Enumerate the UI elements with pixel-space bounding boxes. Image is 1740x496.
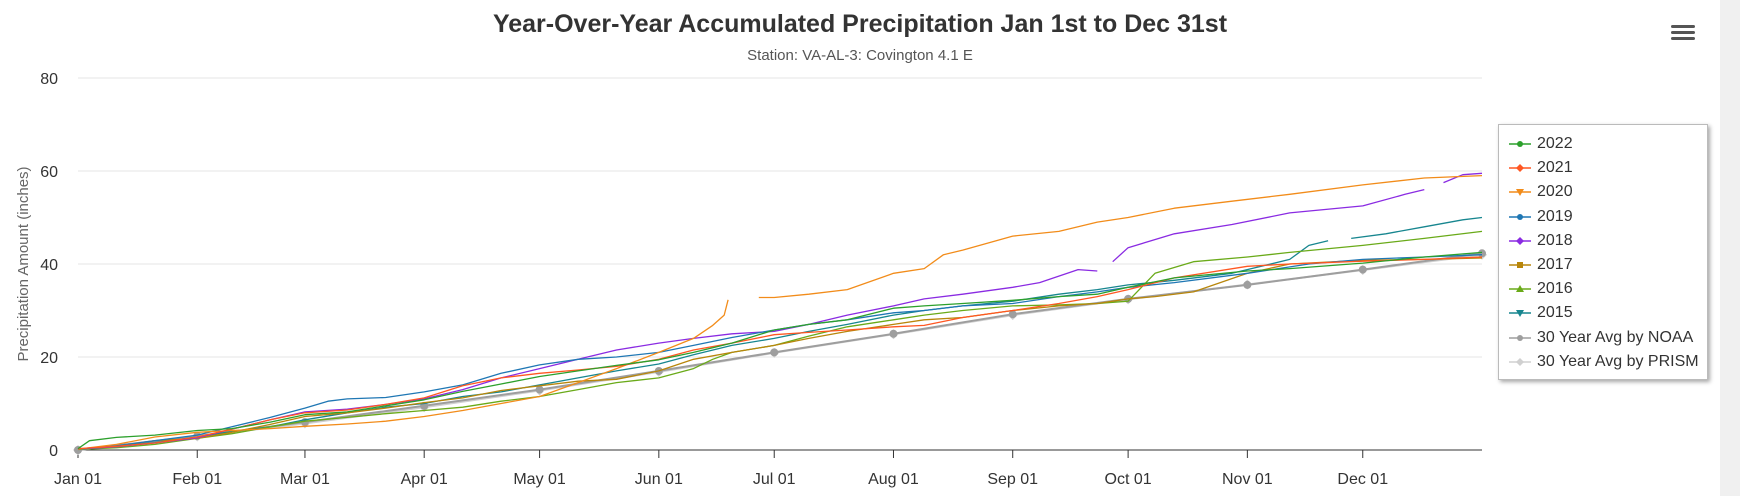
x-tick-label: Aug 01 xyxy=(868,471,919,488)
legend-marker xyxy=(1516,164,1524,173)
legend-marker xyxy=(1516,285,1524,293)
legend-marker xyxy=(1516,189,1524,197)
legend-symbol-icon xyxy=(1509,213,1531,220)
legend-label: 2019 xyxy=(1537,207,1573,225)
x-tick-label: Nov 01 xyxy=(1222,471,1273,488)
legend-symbol-icon xyxy=(1509,285,1531,293)
legend-symbol-icon xyxy=(1509,164,1531,173)
x-tick-label: Jul 01 xyxy=(753,471,796,488)
legend-symbol-icon xyxy=(1509,189,1531,197)
legend-label: 2016 xyxy=(1537,280,1573,298)
menu-bar xyxy=(1671,37,1695,40)
legend-label: 2015 xyxy=(1537,304,1573,322)
legend-label: 2017 xyxy=(1537,256,1573,273)
x-tick-label: Dec 01 xyxy=(1337,471,1388,488)
x-tick-label: Jan 01 xyxy=(54,471,102,488)
x-tick-label: Feb 01 xyxy=(172,471,222,488)
legend-label: 2020 xyxy=(1537,183,1573,201)
legend-label: 2021 xyxy=(1537,159,1573,177)
legend-symbol-icon xyxy=(1509,262,1531,268)
chart-title: Year-Over-Year Accumulated Precipitation… xyxy=(492,10,1228,38)
legend-label: 2022 xyxy=(1537,135,1573,152)
avg-marker[interactable] xyxy=(1243,280,1252,289)
legend-item[interactable]: 2016 xyxy=(1509,278,1573,300)
legend-symbol-icon xyxy=(1509,236,1531,245)
menu-bar xyxy=(1671,31,1695,34)
x-tick-label: Jun 01 xyxy=(635,471,683,488)
series-line-2015[interactable] xyxy=(77,216,1483,450)
series-line-2016[interactable] xyxy=(77,230,1483,451)
legend-marker xyxy=(1517,334,1523,341)
legend-label: 30 Year Avg by NOAA xyxy=(1537,328,1694,346)
legend-marker xyxy=(1517,141,1523,147)
hamburger-menu-icon[interactable] xyxy=(1668,22,1698,46)
avg-marker[interactable] xyxy=(770,348,779,357)
scrollbar[interactable] xyxy=(1720,0,1740,496)
legend-item[interactable]: 2015 xyxy=(1509,302,1573,324)
x-tick-label: Oct 01 xyxy=(1105,471,1152,488)
y-tick-label: 80 xyxy=(40,71,58,88)
legend-marker xyxy=(1516,236,1524,245)
avg-marker[interactable] xyxy=(535,385,544,394)
legend-item[interactable]: 2020 xyxy=(1509,181,1573,203)
chart-legend: 2022 2021 2020 2019 2018 2017 2016 2015 30 Year … xyxy=(1498,124,1708,380)
avg-marker[interactable] xyxy=(1008,310,1017,319)
x-tick-label: Apr 01 xyxy=(401,471,448,488)
series-line-2020[interactable] xyxy=(77,174,1483,450)
legend-label: 30 Year Avg by PRISM xyxy=(1537,352,1699,370)
legend-symbol-icon xyxy=(1509,310,1531,318)
menu-bar xyxy=(1671,25,1695,28)
chart-subtitle: Station: VA-AL-3: Covington 4.1 E xyxy=(747,47,973,64)
legend-item[interactable]: 30 Year Avg by PRISM xyxy=(1509,351,1699,373)
x-tick-label: Mar 01 xyxy=(280,471,330,488)
legend-item[interactable]: 2022 xyxy=(1509,133,1573,155)
x-tick-label: May 01 xyxy=(513,471,566,488)
series-line-2021[interactable] xyxy=(77,256,1483,450)
legend-marker xyxy=(1516,310,1524,318)
legend-symbol-icon xyxy=(1509,357,1531,366)
legend-item[interactable]: 2017 xyxy=(1509,254,1573,276)
legend-item[interactable]: 30 Year Avg by NOAA xyxy=(1509,327,1693,349)
y-tick-label: 20 xyxy=(40,350,58,367)
legend-item[interactable]: 2018 xyxy=(1509,230,1573,252)
legend-label: 2018 xyxy=(1537,231,1573,249)
legend-marker xyxy=(1516,357,1524,366)
series-line-2018[interactable] xyxy=(77,172,1483,450)
avg-marker[interactable] xyxy=(889,329,898,338)
y-tick-label: 40 xyxy=(40,257,58,274)
legend-symbol-icon xyxy=(1509,141,1531,147)
y-tick-label: 0 xyxy=(49,443,58,460)
series-line-2022[interactable] xyxy=(77,251,1483,450)
legend-symbol-icon xyxy=(1509,334,1531,341)
series-line-2017[interactable] xyxy=(77,257,1483,450)
legend-marker xyxy=(1517,262,1523,268)
legend-marker xyxy=(1517,213,1523,220)
y-axis-title: Precipitation Amount (inches) xyxy=(15,166,32,361)
avg-marker[interactable] xyxy=(1358,265,1367,274)
avg-marker[interactable] xyxy=(1478,249,1486,258)
y-tick-label: 60 xyxy=(40,164,58,181)
legend-item[interactable]: 2019 xyxy=(1509,206,1573,228)
x-tick-label: Sep 01 xyxy=(987,471,1038,488)
legend-item[interactable]: 2021 xyxy=(1509,157,1573,179)
